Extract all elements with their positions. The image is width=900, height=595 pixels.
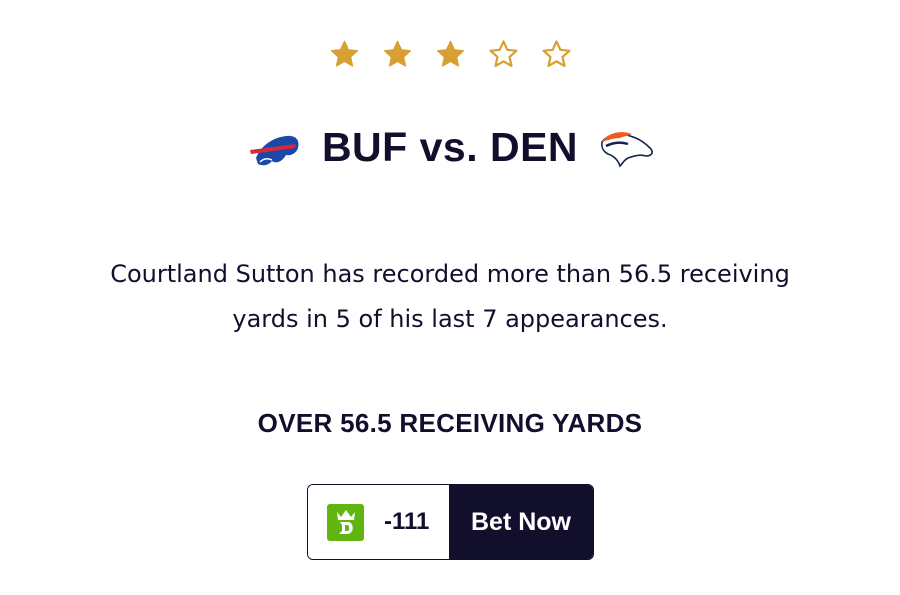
description-line: yards in 5 of his last 7 appearances. [232, 305, 668, 333]
bet-now-button[interactable]: Bet Now [449, 485, 593, 559]
star-rating [0, 38, 900, 71]
matchup-title: BUF vs. DEN [321, 124, 579, 170]
matchup-header: BUF vs. DEN [0, 124, 900, 171]
odds-value: -111 [384, 508, 430, 535]
bet-button[interactable]: -111 Bet Now [307, 484, 594, 560]
star-filled-icon [383, 40, 411, 67]
star-filled-icon [330, 40, 358, 67]
draftkings-icon [327, 503, 364, 541]
star-filled-icon [436, 40, 464, 67]
pick-label: OVER 56.5 RECEIVING YARDS [257, 408, 643, 438]
prop-description: Courtland Sutton has recorded more than … [0, 252, 900, 342]
odds-section[interactable]: -111 [308, 485, 449, 559]
star-empty-icon [488, 40, 518, 68]
denver-broncos-logo-icon [601, 131, 653, 167]
buffalo-bills-logo-icon [249, 135, 299, 165]
description-line: Courtland Sutton has recorded more than … [110, 260, 790, 288]
star-empty-icon [541, 40, 571, 68]
